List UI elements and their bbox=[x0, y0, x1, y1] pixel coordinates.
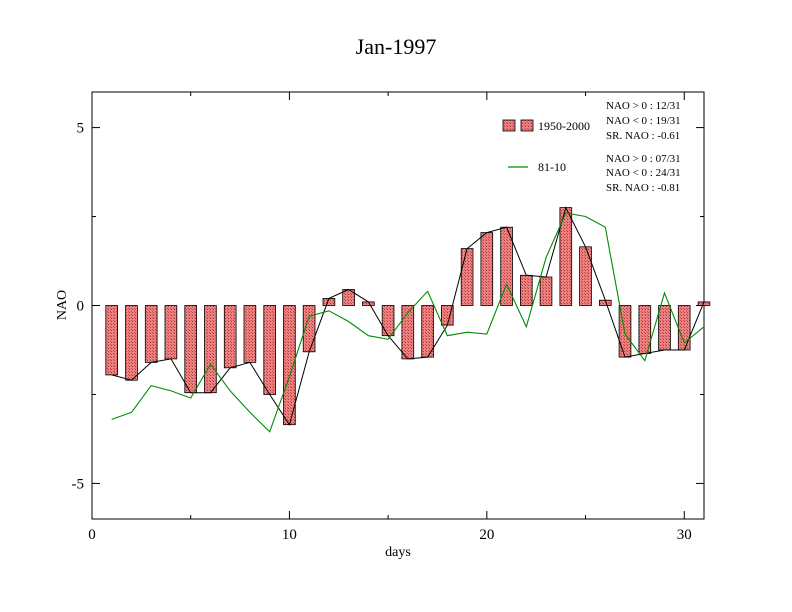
bar-day-4 bbox=[164, 305, 178, 360]
bar-day-23 bbox=[539, 276, 553, 306]
series-1950-2000-line bbox=[111, 206, 705, 426]
series-81-10-line bbox=[111, 212, 705, 433]
bar-day-7 bbox=[223, 305, 237, 369]
chart-title: Jan-1997 bbox=[356, 34, 437, 59]
legend-label-81-10: 81-10 bbox=[538, 160, 566, 174]
stat-81-10-pos: NAO > 0 : 07/31 bbox=[606, 153, 681, 165]
series-layer bbox=[105, 206, 711, 433]
bar-day-20 bbox=[480, 232, 494, 306]
x-tick-label-30: 30 bbox=[677, 527, 692, 543]
legend-label-1950-2000: 1950-2000 bbox=[538, 119, 590, 133]
bar-day-3 bbox=[144, 305, 158, 363]
bar-day-9 bbox=[263, 305, 276, 395]
bar-day-25 bbox=[579, 246, 592, 306]
x-tick-label-20: 20 bbox=[479, 527, 494, 543]
bar-day-19 bbox=[460, 248, 474, 306]
bar-day-6 bbox=[204, 305, 217, 394]
bar-day-5 bbox=[184, 305, 198, 394]
stat-1950-2000-sr: SR. NAO : -0.61 bbox=[606, 130, 680, 142]
stat-1950-2000-pos: NAO > 0 : 12/31 bbox=[606, 100, 681, 112]
bar-day-2 bbox=[125, 305, 138, 381]
bar-day-17 bbox=[421, 305, 434, 358]
y-axis-label: NAO bbox=[55, 290, 70, 320]
legend-swatch-bar-right bbox=[520, 119, 534, 132]
x-axis-label: days bbox=[385, 545, 411, 560]
bar-day-22 bbox=[520, 274, 533, 306]
y-tick-label-2: -5 bbox=[72, 476, 85, 492]
x-tick-label-10: 10 bbox=[282, 527, 297, 543]
stat-1950-2000-neg: NAO < 0 : 19/31 bbox=[606, 115, 681, 127]
y-tick-label-1: 0 bbox=[77, 299, 85, 315]
bar-day-1 bbox=[105, 305, 119, 376]
legend: 1950-2000 81-10 NAO > 0 : 12/31 NAO < 0 … bbox=[502, 100, 681, 194]
bar-day-29 bbox=[658, 305, 671, 351]
stat-81-10-sr: SR. NAO : -0.81 bbox=[606, 182, 680, 194]
bar-day-15 bbox=[381, 305, 395, 337]
bar-day-8 bbox=[243, 305, 257, 363]
legend-swatch-bar-left bbox=[502, 119, 516, 132]
y-tick-label-0: 5 bbox=[77, 121, 85, 137]
x-tick-label-0: 0 bbox=[88, 527, 96, 543]
stat-81-10-neg: NAO < 0 : 24/31 bbox=[606, 167, 681, 179]
axes-layer: 0 10 20 30 5 0 -5 bbox=[72, 92, 704, 543]
